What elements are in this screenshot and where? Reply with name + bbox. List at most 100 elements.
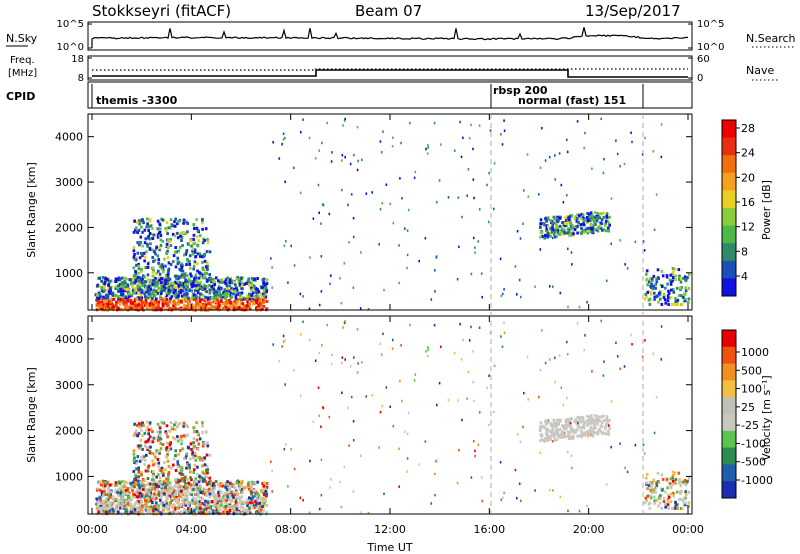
power-cell bbox=[161, 302, 164, 306]
velocity-cell bbox=[114, 489, 117, 493]
velocity-cell bbox=[187, 500, 190, 504]
power-cell bbox=[669, 282, 673, 286]
velocity-cell bbox=[347, 406, 349, 410]
velocity-cell bbox=[175, 481, 178, 484]
power-cell bbox=[179, 291, 183, 295]
power-cell bbox=[96, 283, 100, 287]
velocity-cell bbox=[136, 455, 140, 459]
velocity-cell bbox=[460, 358, 463, 361]
power-cell bbox=[137, 280, 141, 283]
velocity-cell bbox=[545, 421, 548, 425]
power-cell bbox=[477, 240, 480, 243]
velocity-cell bbox=[149, 491, 152, 495]
velocity-cell bbox=[192, 468, 196, 472]
colorbar-swatch bbox=[722, 346, 736, 365]
power-cell bbox=[648, 277, 652, 281]
velocity-cell bbox=[131, 488, 134, 492]
velocity-cell bbox=[588, 422, 592, 426]
power-cell bbox=[254, 296, 257, 300]
velocity-cell bbox=[480, 476, 483, 479]
power-cell bbox=[124, 300, 128, 304]
velocity-cell bbox=[590, 421, 594, 425]
power-cell bbox=[583, 218, 586, 222]
velocity-cell bbox=[673, 506, 677, 510]
power-cell bbox=[657, 300, 660, 304]
power-cell bbox=[172, 282, 175, 286]
velocity-cell bbox=[651, 482, 654, 486]
velocity-cell bbox=[180, 485, 183, 489]
power-cell bbox=[264, 293, 268, 297]
power-cell bbox=[172, 304, 175, 308]
power-cell bbox=[146, 307, 149, 311]
power-cell bbox=[670, 288, 673, 292]
velocity-cell bbox=[188, 457, 192, 461]
power-cell bbox=[566, 231, 569, 235]
velocity-cell bbox=[167, 495, 170, 499]
velocity-cell bbox=[156, 422, 160, 426]
velocity-cell bbox=[198, 455, 201, 459]
colorbar-tick-label: 1000 bbox=[741, 346, 769, 359]
velocity-cell bbox=[605, 432, 608, 436]
velocity-cell bbox=[586, 430, 590, 434]
power-cell bbox=[605, 214, 608, 218]
velocity-cell bbox=[158, 482, 161, 486]
power-cell bbox=[120, 292, 123, 296]
power-cell bbox=[208, 288, 212, 292]
colorbar-tick-label: 24 bbox=[741, 147, 755, 160]
power-cell bbox=[238, 295, 242, 299]
power-cell bbox=[108, 279, 112, 283]
velocity-cell bbox=[427, 348, 429, 351]
velocity-cell bbox=[589, 414, 593, 418]
velocity-cell bbox=[555, 424, 558, 428]
power-cell bbox=[180, 273, 184, 277]
power-cell bbox=[246, 294, 249, 298]
power-cell bbox=[182, 230, 186, 234]
power-cell bbox=[183, 253, 186, 257]
power-cell bbox=[120, 294, 123, 298]
power-cell bbox=[391, 145, 394, 148]
velocity-cell bbox=[165, 497, 169, 501]
power-cell bbox=[223, 288, 226, 292]
power-cell bbox=[142, 301, 146, 305]
power-cell bbox=[134, 228, 137, 232]
power-cell bbox=[184, 299, 187, 303]
velocity-cell bbox=[359, 511, 362, 514]
velocity-cell bbox=[210, 484, 213, 487]
power-cell bbox=[674, 278, 677, 282]
power-cell bbox=[119, 290, 123, 294]
power-cell bbox=[167, 283, 171, 286]
velocity-cell bbox=[114, 508, 118, 512]
power-cell bbox=[660, 123, 663, 126]
velocity-cell bbox=[212, 511, 215, 515]
velocity-cell bbox=[140, 500, 144, 504]
velocity-cell bbox=[133, 503, 137, 507]
power-cell bbox=[203, 253, 207, 256]
power-cell bbox=[172, 300, 175, 304]
velocity-cell bbox=[676, 490, 679, 494]
velocity-cell bbox=[566, 434, 569, 438]
velocity-cell bbox=[140, 455, 144, 459]
power-cell bbox=[256, 294, 259, 298]
velocity-cell bbox=[186, 461, 189, 465]
velocity-cell bbox=[555, 418, 559, 422]
power-cell bbox=[552, 285, 554, 288]
power-cell bbox=[556, 231, 560, 235]
velocity-cell bbox=[644, 496, 648, 500]
velocity-cell bbox=[148, 510, 152, 514]
velocity-cell bbox=[126, 498, 129, 502]
velocity-cell bbox=[293, 467, 296, 471]
velocity-cell bbox=[182, 434, 186, 438]
power-cell bbox=[551, 221, 554, 225]
velocity-cell bbox=[152, 463, 155, 467]
power-cell bbox=[602, 215, 606, 219]
velocity-cell bbox=[152, 492, 156, 496]
velocity-cell bbox=[199, 478, 202, 482]
velocity-cell bbox=[148, 507, 152, 511]
velocity-cell bbox=[669, 484, 673, 488]
power-cell bbox=[136, 251, 140, 255]
power-cell bbox=[646, 291, 649, 294]
power-cell bbox=[140, 290, 143, 294]
velocity-cell bbox=[663, 502, 667, 506]
velocity-cell bbox=[196, 494, 200, 498]
velocity-cell bbox=[201, 458, 204, 462]
